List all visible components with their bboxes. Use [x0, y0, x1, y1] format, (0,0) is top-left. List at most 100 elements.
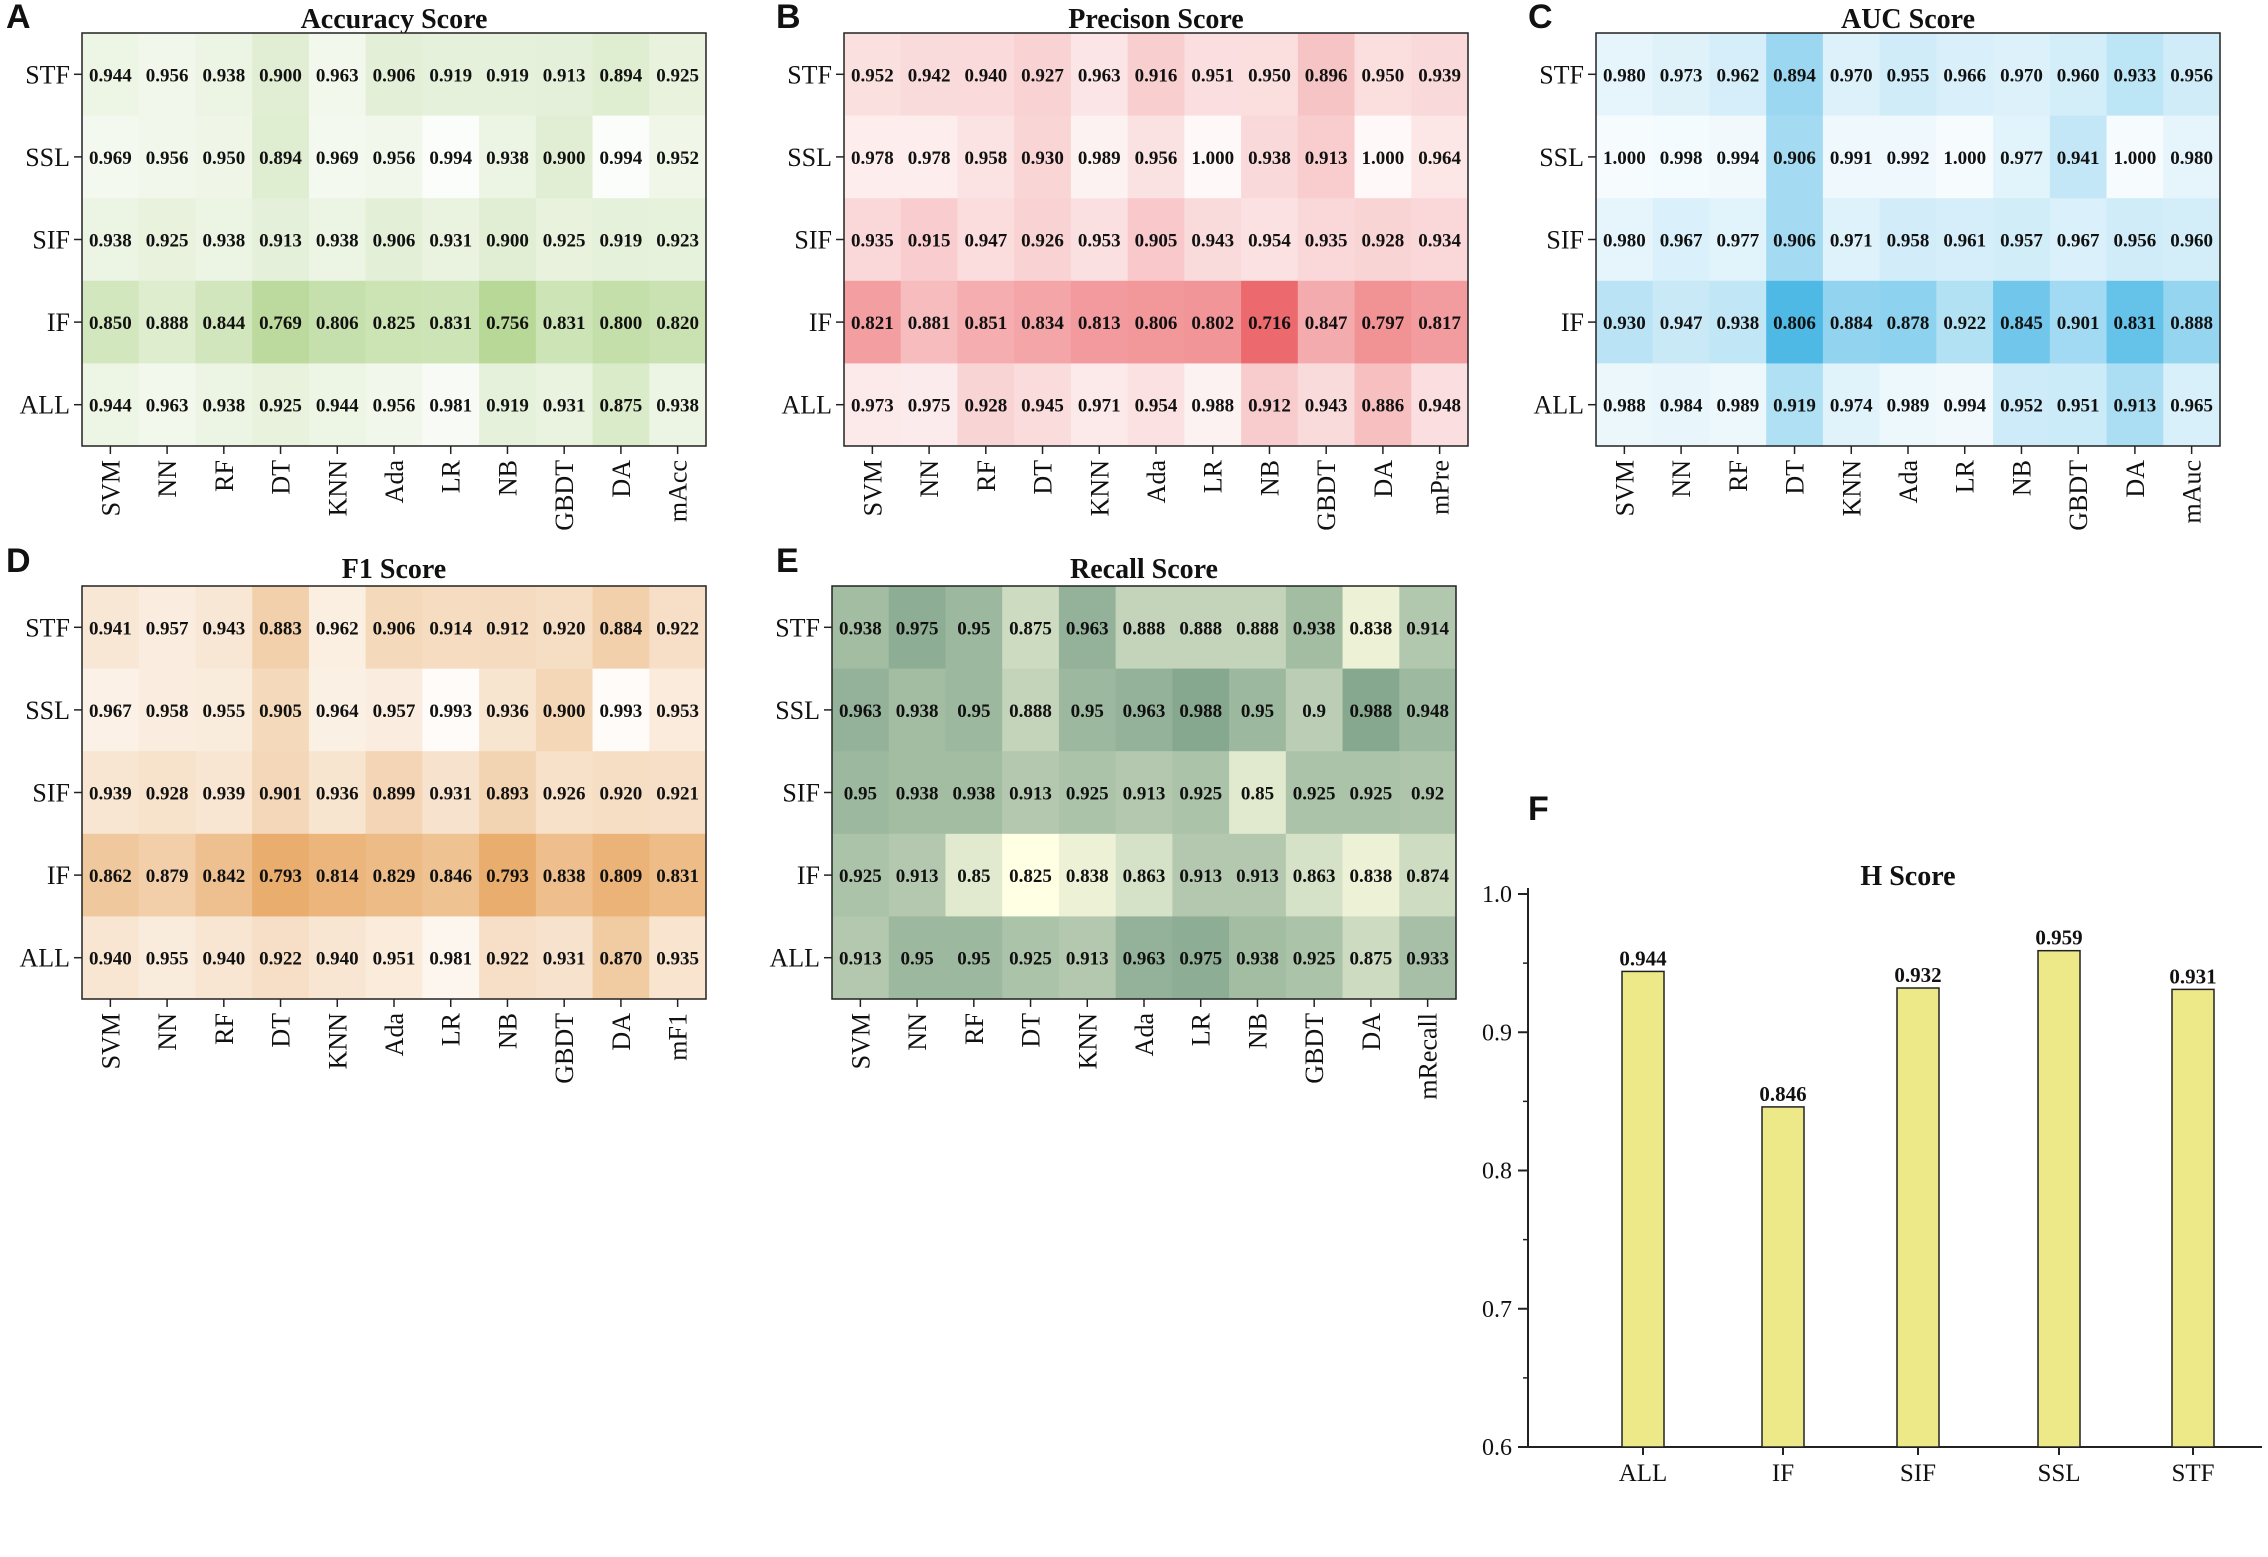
col-label: NB — [1243, 1013, 1272, 1049]
heatmap-cell — [832, 751, 890, 835]
heatmap-cell — [82, 668, 140, 752]
col-label: DA — [2121, 460, 2150, 498]
heatmap-cell — [308, 916, 367, 1000]
cell-value-label: 0.936 — [486, 701, 529, 722]
heatmap-cell — [365, 833, 423, 917]
cell-value-label: 0.964 — [1418, 148, 1461, 169]
cell-value-label: 0.948 — [1406, 701, 1449, 722]
heatmap-cell — [422, 115, 480, 199]
cell-value-label: 0.939 — [89, 784, 132, 805]
bar-chart-title: H Score — [1860, 861, 1955, 892]
cell-value-label: 1.000 — [1943, 148, 1986, 169]
heatmap-cell — [1285, 668, 1344, 752]
cell-value-label: 0.981 — [429, 396, 472, 417]
heatmap-cell — [82, 280, 140, 364]
heatmap-cell — [365, 363, 423, 447]
heatmap-cell — [1002, 833, 1060, 917]
heatmap-cell — [308, 363, 367, 447]
heatmap-cell — [195, 916, 253, 1000]
heatmap-cell — [1411, 198, 1469, 282]
heatmap-cell — [535, 586, 594, 670]
heatmap-cell — [1411, 33, 1469, 117]
cell-value-label: 0.940 — [89, 949, 132, 970]
cell-value-label: 0.925 — [1066, 784, 1109, 805]
cell-value-label: 0.941 — [89, 618, 132, 639]
cell-value-label: 0.809 — [600, 866, 643, 887]
row-label: ALL — [19, 391, 70, 420]
heatmap-cell — [1184, 115, 1242, 199]
cell-value-label: 0.95 — [957, 618, 990, 639]
cell-value-label: 0.888 — [1179, 618, 1222, 639]
cell-value-label: 0.963 — [316, 65, 359, 86]
cell-value-label: 0.919 — [486, 65, 529, 86]
col-label: LR — [437, 459, 466, 493]
cell-value-label: 0.963 — [839, 701, 882, 722]
heatmap-cell — [535, 916, 594, 1000]
heatmap-cell — [1411, 363, 1469, 447]
cell-value-label: 0.963 — [1078, 65, 1121, 86]
cell-value-label: 0.956 — [2170, 65, 2213, 86]
cell-value-label: 0.943 — [202, 618, 245, 639]
cell-value-label: 0.716 — [1248, 313, 1291, 334]
cell-value-label: 0.831 — [429, 313, 472, 334]
heatmap-cell — [957, 363, 1015, 447]
cell-value-label: 0.881 — [908, 313, 951, 334]
heatmap-cell — [1709, 33, 1767, 117]
cell-value-label: 0.85 — [957, 866, 990, 887]
heatmap-cell — [1354, 33, 1412, 117]
heatmap-cell — [888, 586, 947, 670]
heatmap-cell — [844, 33, 902, 117]
heatmap-cell — [138, 751, 197, 835]
cell-value-label: 0.981 — [429, 949, 472, 970]
col-label: KNN — [1837, 460, 1866, 517]
heatmap-cell — [957, 115, 1015, 199]
y-tick-label: 1.0 — [1482, 882, 1512, 908]
cell-value-label: 0.956 — [2114, 231, 2157, 252]
heatmap-cell — [2163, 33, 2221, 117]
heatmap-cell — [1596, 280, 1654, 364]
cell-value-label: 0.863 — [1123, 866, 1166, 887]
cell-value-label: 0.900 — [486, 231, 529, 252]
heatmap-cell — [1070, 280, 1129, 364]
cell-value-label: 0.988 — [1350, 701, 1393, 722]
heatmap-cell — [832, 668, 890, 752]
heatmap-cell — [1241, 363, 1299, 447]
cell-value-label: 0.914 — [1406, 618, 1449, 639]
cell-value-label: 0.955 — [202, 701, 245, 722]
cell-value-label: 0.984 — [1660, 396, 1703, 417]
cell-value-label: 0.913 — [2114, 396, 2157, 417]
cell-value-label: 0.913 — [1236, 866, 1279, 887]
heatmap-cell — [1399, 916, 1457, 1000]
heatmap-cell — [422, 198, 480, 282]
cell-value-label: 0.800 — [600, 313, 643, 334]
x-tick-label: ALL — [1619, 1460, 1668, 1487]
cell-value-label: 0.962 — [316, 618, 359, 639]
heatmap-cell — [2106, 115, 2164, 199]
heatmap-cell — [592, 363, 650, 447]
cell-value-label: 0.988 — [1191, 396, 1234, 417]
cell-value-label: 0.994 — [1716, 148, 1759, 169]
cell-value-label: 0.884 — [600, 618, 643, 639]
heatmap-cell — [1399, 751, 1457, 835]
heatmap-cell — [365, 115, 423, 199]
cell-value-label: 0.945 — [1021, 396, 1064, 417]
heatmap-cell — [2049, 280, 2108, 364]
heatmap-cell — [535, 833, 594, 917]
heatmap-cell — [649, 833, 707, 917]
heatmap-cell — [1936, 280, 1994, 364]
cell-value-label: 0.905 — [259, 701, 302, 722]
heatmap-cell — [888, 668, 947, 752]
row-label: SIF — [1546, 226, 1584, 255]
cell-value-label: 0.888 — [2170, 313, 2213, 334]
cell-value-label: 0.925 — [839, 866, 882, 887]
heatmap-cell — [195, 668, 253, 752]
heatmap-cell — [2163, 363, 2221, 447]
heatmap-cell — [1070, 198, 1129, 282]
bar-value-label: 0.932 — [1894, 963, 1941, 987]
heatmap-cell — [1354, 280, 1412, 364]
cell-value-label: 0.95 — [1241, 701, 1274, 722]
heatmap-cell — [1652, 280, 1711, 364]
heatmap-cell — [1879, 363, 1937, 447]
heatmap-cell — [1241, 280, 1299, 364]
cell-value-label: 0.875 — [600, 396, 643, 417]
